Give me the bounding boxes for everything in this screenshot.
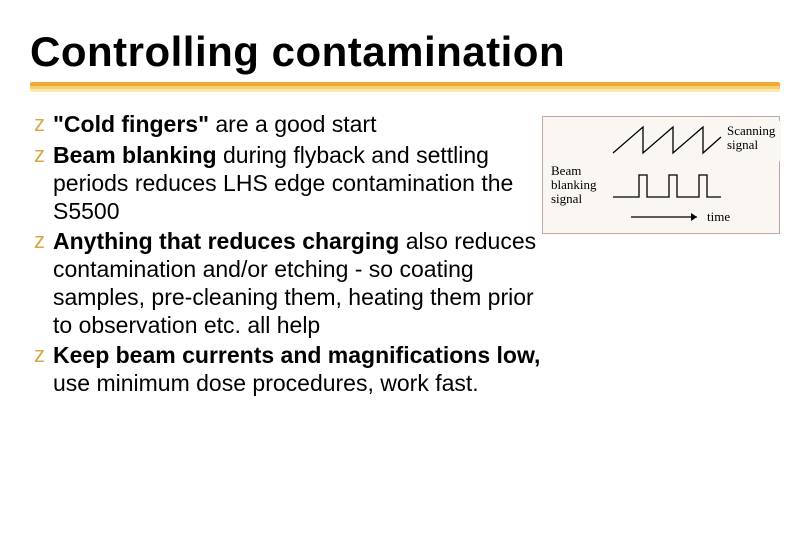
title-underline	[30, 82, 780, 92]
bullet-text: Beam blanking during flyback and settlin…	[53, 141, 550, 225]
bullet-list: z "Cold fingers" are a good start z Beam…	[30, 110, 550, 397]
list-item: z "Cold fingers" are a good start	[34, 110, 550, 139]
bullet-text: Anything that reduces charging also redu…	[53, 227, 550, 339]
pulse-label-2: blanking	[551, 177, 597, 192]
sawtooth-label-1: Scanning	[727, 123, 776, 138]
bullet-icon: z	[34, 110, 45, 139]
slide-title: Controlling contamination	[30, 28, 780, 76]
pulse-wave	[613, 175, 721, 197]
list-item: z Beam blanking during flyback and settl…	[34, 141, 550, 225]
sawtooth-label-2: signal	[727, 137, 758, 152]
pulse-label-3: signal	[551, 191, 582, 206]
bullet-icon: z	[34, 227, 45, 256]
pulse-label-1: Beam	[551, 163, 581, 178]
bullet-text: "Cold fingers" are a good start	[53, 110, 376, 138]
bullet-text: Keep beam currents and magnifications lo…	[53, 341, 550, 397]
bullet-icon: z	[34, 341, 45, 370]
bullet-icon: z	[34, 141, 45, 170]
signal-diagram: Scanning signal Beam blanking signal tim…	[542, 116, 780, 234]
list-item: z Anything that reduces charging also re…	[34, 227, 550, 339]
time-arrow-icon	[631, 213, 697, 221]
list-item: z Keep beam currents and magnifications …	[34, 341, 550, 397]
time-label: time	[707, 209, 730, 224]
